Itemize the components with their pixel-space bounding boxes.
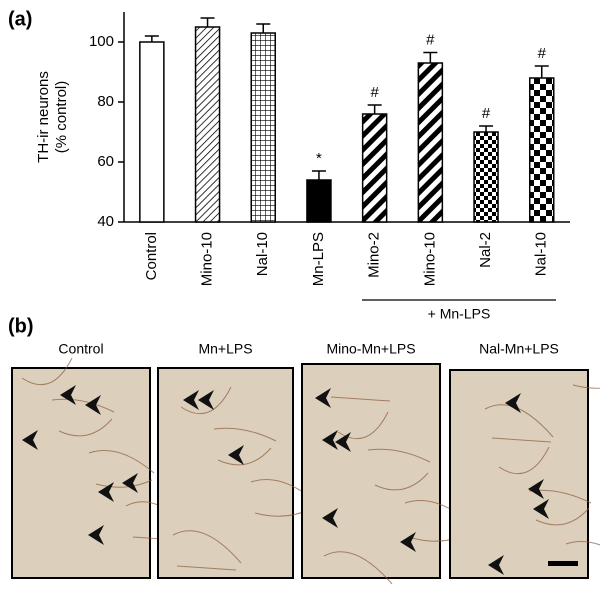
neurite <box>217 447 272 466</box>
neurite <box>172 530 242 564</box>
bar <box>361 113 388 223</box>
arrowhead <box>322 508 338 528</box>
neurite <box>88 450 155 474</box>
arrowhead <box>88 525 104 545</box>
arrowhead <box>528 479 544 499</box>
arrowhead <box>505 393 521 413</box>
significance-mark: # <box>538 45 547 62</box>
y-tick-label: 80 <box>97 93 114 110</box>
arrowhead <box>228 445 244 465</box>
neurite <box>213 427 277 442</box>
arrowhead <box>85 395 101 415</box>
micrograph <box>11 367 151 579</box>
panel-label: (a) <box>8 8 32 30</box>
micrograph <box>157 367 294 579</box>
neurite <box>51 398 115 413</box>
image-title: Mino-Mn+LPS <box>326 341 415 357</box>
significance-mark: * <box>316 150 322 167</box>
x-tick-label: Mn-LPS <box>310 232 327 286</box>
x-tick-label: Nal-10 <box>533 232 550 276</box>
arrowhead <box>183 390 199 410</box>
neurite <box>374 472 429 491</box>
neurite <box>58 418 113 437</box>
arrowhead <box>98 482 114 502</box>
x-tick-label: Control <box>143 232 160 280</box>
bar <box>306 179 332 223</box>
y-tick-label: 60 <box>97 153 114 170</box>
bar <box>194 26 221 223</box>
x-tick-label: Mino-2 <box>366 232 383 278</box>
arrowhead <box>198 390 214 410</box>
arrowhead <box>122 473 138 493</box>
arrowhead <box>315 388 331 408</box>
bar <box>250 32 276 223</box>
image-title: Control <box>58 341 103 357</box>
y-axis-label: TH-ir neurons <box>35 71 52 163</box>
neurite <box>572 384 600 389</box>
neurite <box>176 565 237 571</box>
scale-bar <box>548 561 578 566</box>
arrowhead <box>22 430 38 450</box>
neurite <box>21 357 73 386</box>
arrowhead <box>335 432 351 452</box>
y-tick-label: 40 <box>97 213 114 230</box>
neurite <box>337 411 389 440</box>
arrowhead <box>60 385 76 405</box>
significance-mark: # <box>482 105 491 122</box>
arrowhead <box>322 430 338 450</box>
x-tick-label: Nal-10 <box>254 232 271 276</box>
neurite <box>535 507 590 526</box>
y-axis-label: (% control) <box>53 81 70 154</box>
bar <box>529 77 555 223</box>
group-label: + Mn-LPS <box>428 306 491 322</box>
neurite <box>498 446 550 475</box>
neurite <box>180 386 232 415</box>
neurite <box>323 551 393 585</box>
neurite <box>491 437 552 443</box>
bar <box>139 41 165 223</box>
arrowhead <box>488 555 504 575</box>
significance-mark: # <box>370 84 379 101</box>
x-tick-label: Mino-10 <box>421 232 438 286</box>
arrowhead <box>400 532 416 552</box>
bar <box>473 131 499 223</box>
bar <box>417 62 444 223</box>
neurite <box>367 448 431 463</box>
y-tick-label: 100 <box>89 33 114 50</box>
neurite <box>565 541 600 546</box>
x-tick-label: Mino-10 <box>199 232 216 286</box>
image-title: Nal-Mn+LPS <box>479 341 559 357</box>
arrowhead <box>533 499 549 519</box>
image-title: Mn+LPS <box>198 341 252 357</box>
panel-label: (b) <box>8 315 34 337</box>
x-tick-label: Nal-2 <box>477 232 494 268</box>
neurite <box>95 479 153 488</box>
micrographs: Control Mn+LPS Mino-Mn+LPS Nal-Mn+LPS <box>11 341 600 585</box>
significance-mark: # <box>426 31 435 48</box>
neurite <box>330 396 391 402</box>
